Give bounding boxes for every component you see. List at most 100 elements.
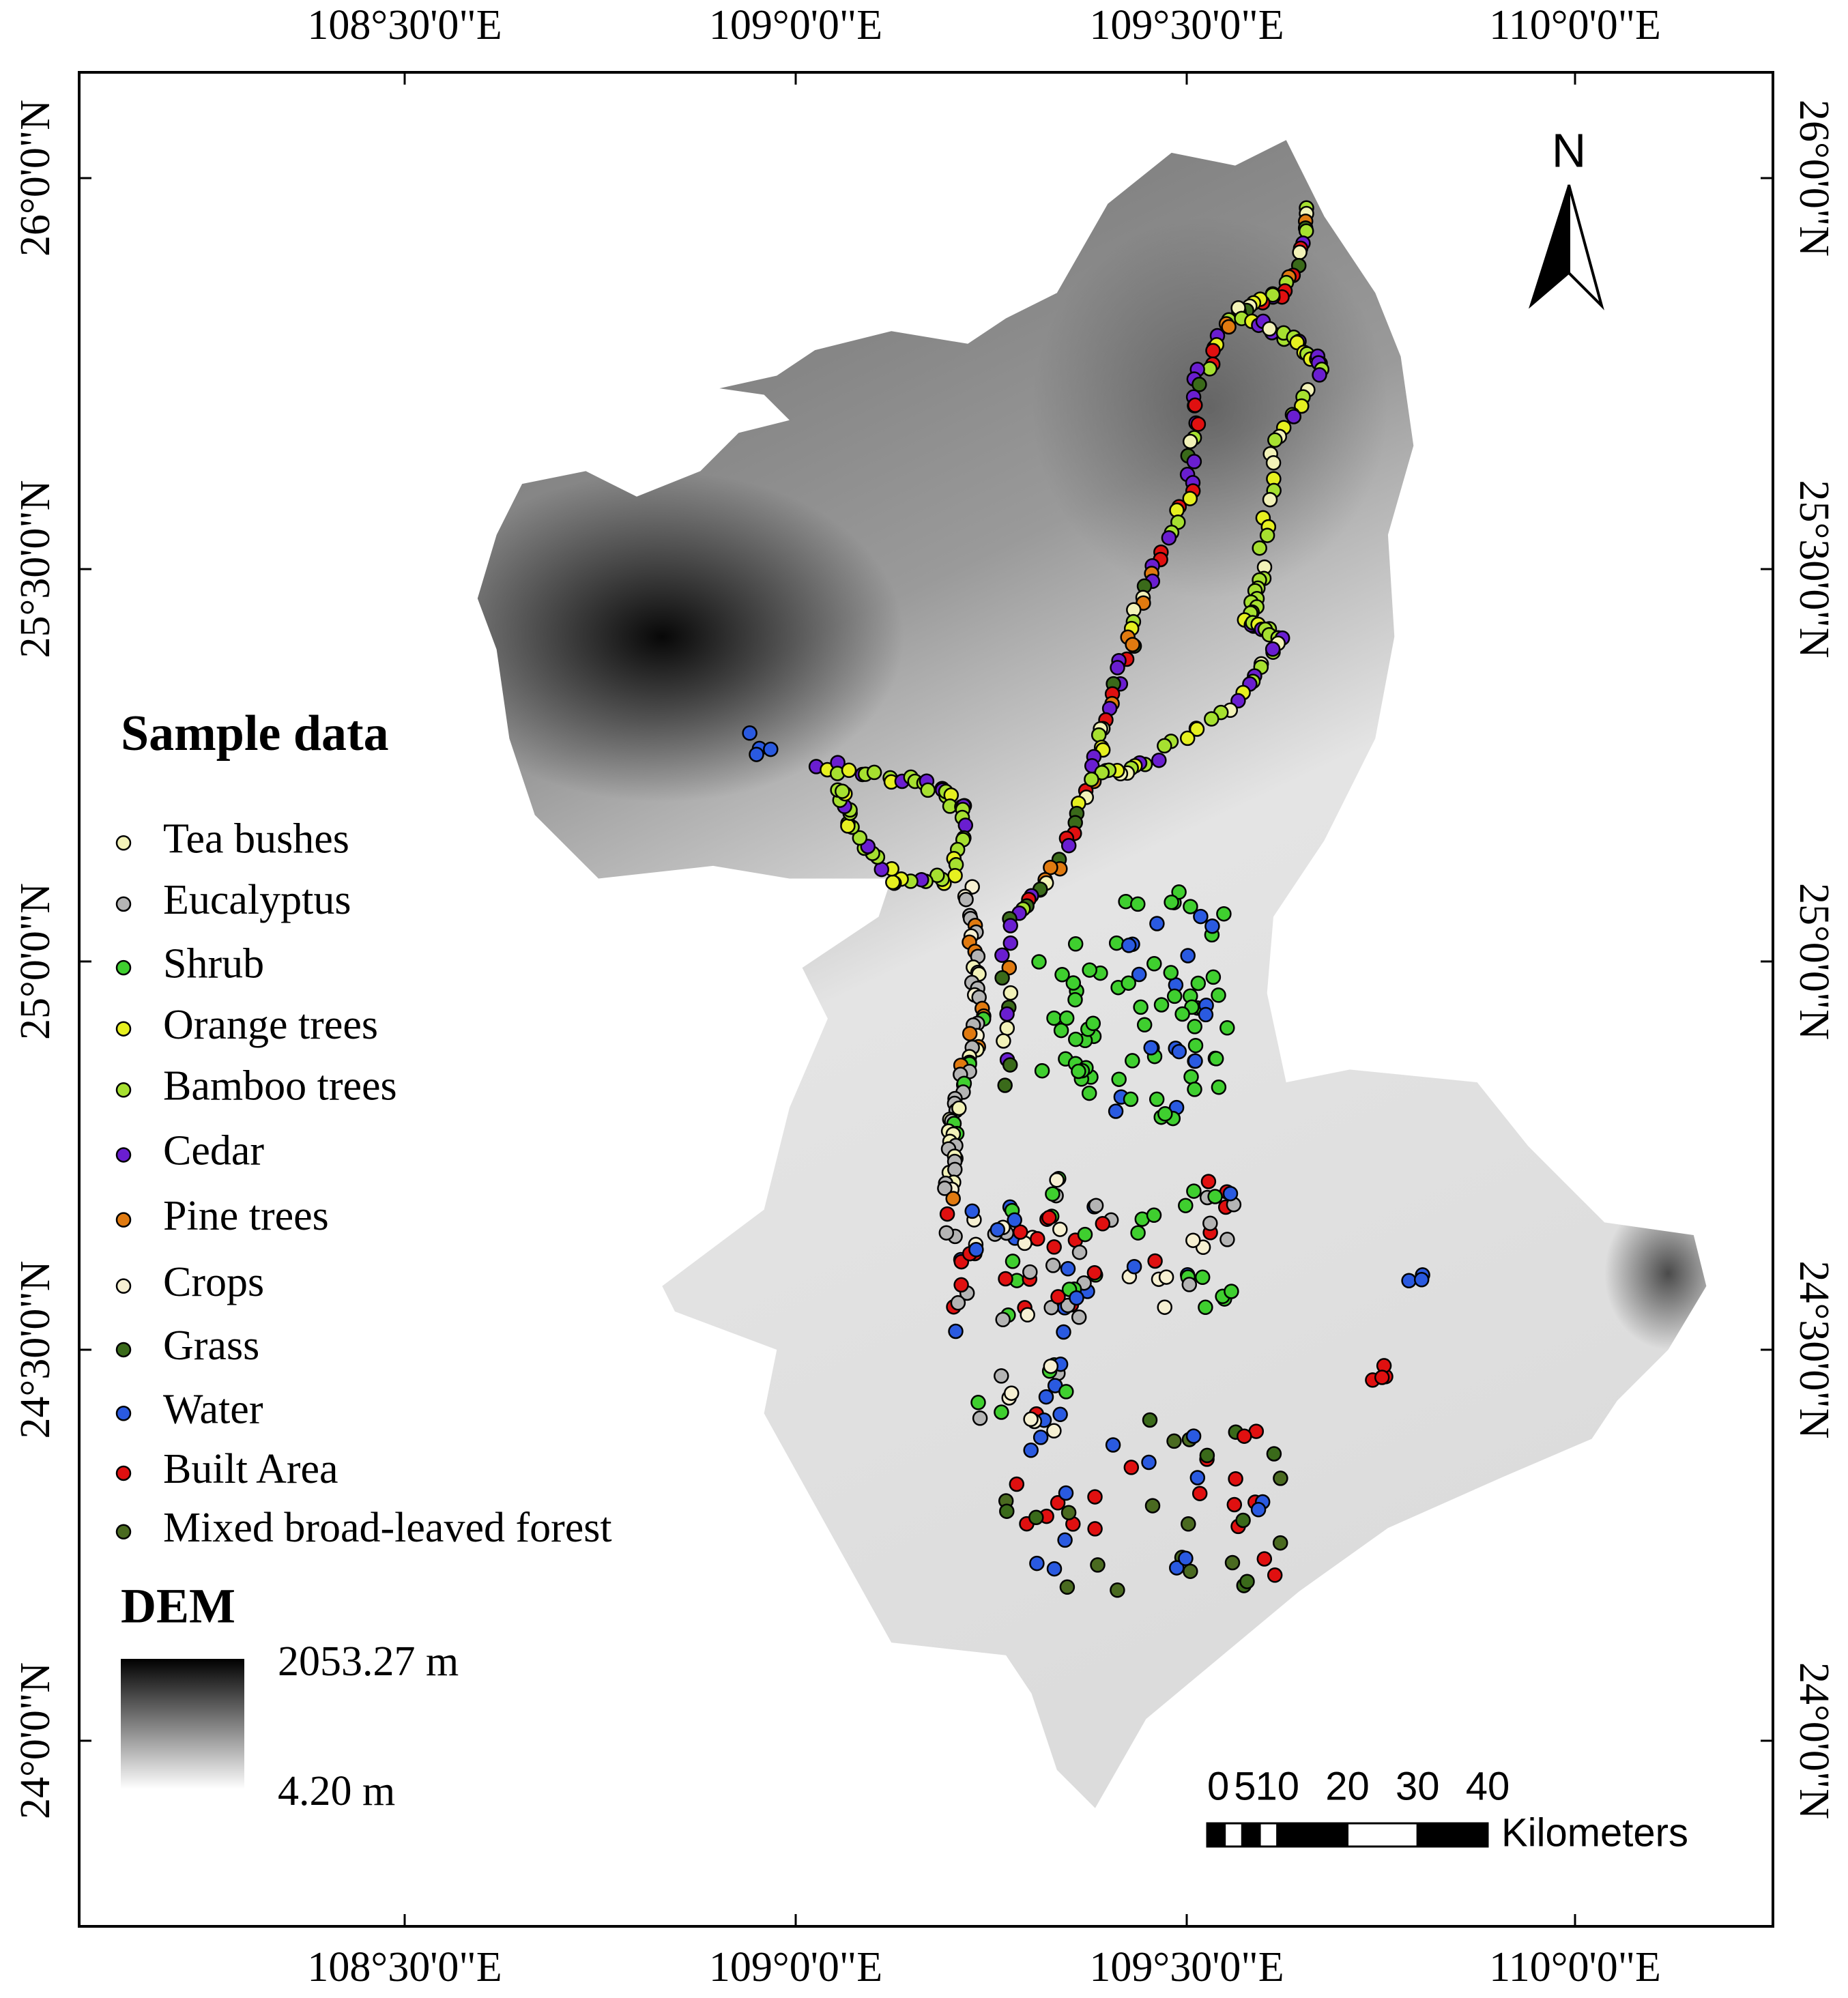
sample-point — [1130, 1225, 1146, 1241]
sample-point — [1002, 985, 1019, 1001]
lon-label: 110°0'0"E — [1489, 1944, 1661, 1990]
sample-point — [1205, 343, 1221, 359]
sample-point — [1002, 1057, 1018, 1073]
sample-point — [1187, 397, 1203, 414]
sample-point — [1125, 637, 1140, 652]
sample-point — [964, 1203, 980, 1219]
sample-point — [1068, 1031, 1084, 1047]
sample-point — [1149, 916, 1165, 931]
sample-point — [1060, 837, 1077, 854]
legend-marker — [115, 1278, 132, 1294]
sample-point — [1126, 1258, 1142, 1275]
sample-point — [953, 1277, 969, 1293]
sample-point — [1003, 1385, 1020, 1401]
sample-point — [1143, 1040, 1159, 1056]
sample-point — [763, 741, 779, 757]
scale-label: 0 — [1207, 1764, 1229, 1808]
sample-point — [1211, 1080, 1227, 1095]
scale-unit: Kilometers — [1501, 1810, 1688, 1855]
lon-label: 108°30'0"E — [307, 2, 502, 48]
legend-marker — [115, 1524, 132, 1540]
sample-point — [920, 782, 936, 798]
scale-label: 5 — [1234, 1764, 1256, 1808]
north-arrow-right — [1568, 184, 1604, 310]
sample-point — [937, 1181, 953, 1196]
sample-point — [742, 725, 757, 741]
sample-point — [945, 1191, 961, 1206]
lat-label: 26°0'0"N — [1791, 100, 1837, 257]
sample-point — [841, 762, 857, 779]
sample-point — [1007, 1212, 1022, 1228]
sample-point — [1157, 1106, 1173, 1122]
sample-point — [995, 1312, 1011, 1328]
sample-point — [951, 1100, 967, 1116]
sample-point — [1189, 721, 1205, 737]
scale-label: 40 — [1466, 1764, 1510, 1808]
dem-max: 2053.27 m — [278, 1638, 459, 1685]
lon-label: 109°30'0"E — [1089, 1944, 1284, 1990]
sample-point — [1413, 1272, 1430, 1288]
sample-point — [1071, 1063, 1086, 1080]
sample-point — [1272, 1535, 1288, 1551]
sample-point — [1178, 1198, 1194, 1213]
sample-point — [1204, 918, 1220, 934]
sample-point — [1060, 1505, 1077, 1520]
sample-point — [1239, 1574, 1255, 1589]
sample-point — [1038, 1389, 1054, 1405]
sample-point — [1267, 432, 1283, 448]
sample-point — [1292, 244, 1308, 261]
sample-point — [1046, 1561, 1063, 1577]
sample-point — [1224, 1284, 1239, 1299]
sample-point — [1157, 738, 1172, 754]
legend-marker — [115, 1212, 132, 1228]
sample-point — [999, 1006, 1015, 1022]
sample-point — [1030, 1231, 1045, 1247]
sample-point — [1374, 1370, 1390, 1385]
sample-point — [1171, 1043, 1187, 1060]
sample-point — [749, 747, 764, 762]
sample-point — [1034, 1062, 1050, 1079]
sample-point — [1171, 884, 1187, 900]
sample-point — [1041, 1210, 1057, 1226]
legend-label: Orange trees — [163, 1002, 378, 1048]
sample-point — [1265, 641, 1281, 657]
legend-label: Bamboo trees — [163, 1063, 397, 1110]
dem-title: DEM — [121, 1579, 235, 1634]
sample-point — [994, 947, 1010, 964]
sample-point — [840, 818, 856, 834]
sample-point — [1273, 1471, 1288, 1486]
sample-point — [1180, 948, 1196, 964]
legend-marker — [115, 1021, 132, 1037]
sample-point — [1401, 1273, 1417, 1289]
sample-point — [1265, 454, 1282, 471]
sample-point — [1185, 1428, 1202, 1444]
legend-marker — [115, 959, 132, 976]
sample-point — [999, 1503, 1015, 1519]
sample-points — [742, 200, 1430, 1598]
sample-point — [1058, 1485, 1074, 1501]
sample-point — [939, 1206, 955, 1222]
sample-point — [1164, 894, 1179, 910]
sample-point — [1067, 991, 1083, 1008]
lat-label: 25°30'0"N — [1791, 480, 1837, 658]
legend-label: Pine trees — [163, 1193, 329, 1239]
sample-point — [962, 1026, 978, 1041]
sample-point — [1002, 935, 1019, 951]
labels: 108°30'0"E 108°30'0"E 109°0'0"E 109°0'0"E 10… — [12, 2, 1837, 1990]
sample-point — [1059, 1579, 1075, 1595]
legend-label: Cedar — [163, 1128, 264, 1174]
scale-segment — [1241, 1822, 1261, 1848]
sample-point — [1110, 660, 1125, 676]
lon-label: 109°0'0"E — [709, 2, 882, 48]
lon-label: 110°0'0"E — [1489, 2, 1661, 48]
sample-point — [1208, 1051, 1224, 1067]
sample-point — [1067, 936, 1084, 952]
sample-point — [972, 1410, 988, 1426]
scale-segment — [1206, 1822, 1226, 1848]
dem-min: 4.20 m — [278, 1768, 395, 1814]
sample-point — [1186, 1183, 1202, 1199]
sample-point — [1228, 1471, 1243, 1487]
sample-point — [835, 783, 850, 799]
sample-point — [1205, 969, 1222, 985]
sample-point — [1071, 1244, 1088, 1260]
